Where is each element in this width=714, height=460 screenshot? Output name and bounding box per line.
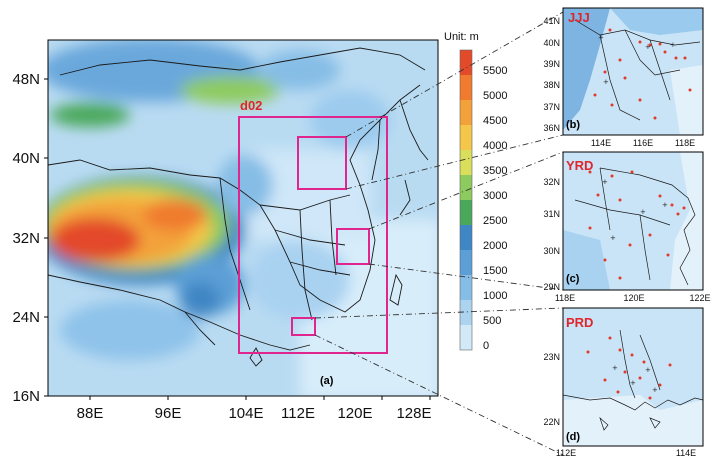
inset-prd: + + + + PRD (d) 23N 22N 112E 114E bbox=[543, 307, 704, 458]
colorbar-swatch bbox=[460, 200, 472, 225]
lat-tick-label: 40N bbox=[12, 150, 40, 167]
lat-tick-label: 48N bbox=[12, 71, 40, 88]
colorbar-tick-label: 0 bbox=[483, 340, 489, 352]
inset-yrd-region-label: YRD bbox=[566, 158, 593, 173]
lat-tick-label: 32N bbox=[12, 230, 40, 247]
svg-text:+: + bbox=[652, 386, 658, 394]
inset-yrd-lat-tick: 29N bbox=[543, 282, 560, 292]
svg-text:+: + bbox=[602, 178, 608, 186]
colorbar-tick-label: 5500 bbox=[483, 65, 507, 77]
domain-d02-box bbox=[238, 116, 388, 354]
inset-jjj-lat-tick: 40N bbox=[543, 38, 560, 48]
svg-text:+: + bbox=[670, 41, 676, 49]
inset-yrd-lon-tick: 118E bbox=[555, 293, 575, 303]
svg-text:+: + bbox=[662, 201, 668, 209]
inset-jjj-lat-tick: 37N bbox=[543, 102, 560, 112]
inset-yrd-lat-tick: 30N bbox=[543, 246, 560, 256]
svg-text:+: + bbox=[645, 366, 651, 374]
lon-tick-label: 120E bbox=[337, 405, 372, 422]
colorbar-tick-label: 4000 bbox=[483, 140, 507, 152]
colorbar-tick-label: 500 bbox=[483, 315, 501, 327]
colorbar-tick-label: 5000 bbox=[483, 90, 507, 102]
inset-prd-lon-tick: 114E bbox=[676, 448, 696, 458]
inset-yrd-lon-tick: 122E bbox=[689, 293, 710, 303]
svg-text:+: + bbox=[612, 364, 618, 372]
inset-yrd-panel-label: (c) bbox=[566, 273, 580, 285]
colorbar-tick-label: 4500 bbox=[483, 115, 507, 127]
prd-box bbox=[291, 317, 316, 336]
lon-tick-label: 128E bbox=[396, 405, 431, 422]
colorbar-swatch bbox=[460, 150, 472, 175]
panel-label-a: (a) bbox=[320, 375, 334, 387]
colorbar-tick-label: 1500 bbox=[483, 265, 507, 277]
inset-prd-panel-label: (d) bbox=[566, 431, 580, 443]
colorbar-tick-label: 3000 bbox=[483, 190, 507, 202]
colorbar-labels: 5500500045004000350030002500200015001000… bbox=[483, 65, 507, 352]
lat-axis: 48N 40N 32N 24N 16N bbox=[12, 71, 48, 405]
colorbar-swatch bbox=[460, 300, 472, 325]
border-lines bbox=[48, 47, 429, 367]
inset-yrd-lon-tick: 120E bbox=[623, 293, 644, 303]
colorbar-tick-label: 2000 bbox=[483, 240, 507, 252]
colorbar-swatch bbox=[460, 250, 472, 275]
lat-tick-label: 16N bbox=[12, 388, 40, 405]
inset-jjj-lon-tick: 116E bbox=[633, 138, 653, 148]
colorbar-swatch bbox=[460, 50, 472, 75]
jjj-box bbox=[297, 136, 347, 190]
inset-jjj-lat-tick: 36N bbox=[543, 123, 560, 133]
lon-tick-label: 104E bbox=[228, 405, 263, 422]
inset-yrd-lat-tick: 31N bbox=[543, 209, 560, 219]
colorbar-tick-label: 1000 bbox=[483, 290, 507, 302]
main-map-frame bbox=[47, 39, 439, 397]
svg-text:+: + bbox=[630, 379, 636, 387]
lon-tick-label: 88E bbox=[77, 405, 104, 422]
colorbar-swatch bbox=[460, 225, 472, 250]
colorbar-tick-label: 2500 bbox=[483, 215, 507, 227]
inset-yrd-lat-tick: 32N bbox=[543, 177, 560, 187]
colorbar-swatch bbox=[460, 100, 472, 125]
svg-text:+: + bbox=[640, 208, 646, 216]
yrd-box bbox=[336, 228, 370, 265]
inset-jjj-region-label: JJJ bbox=[568, 10, 590, 25]
lon-tick-label: 112E bbox=[281, 405, 315, 422]
svg-text:+: + bbox=[603, 78, 609, 86]
colorbar-tick-label: 3500 bbox=[483, 165, 507, 177]
inset-jjj-lon-tick: 118E bbox=[675, 138, 695, 148]
colorbar: Unit: m 55005000450040003500300025002000… bbox=[444, 31, 507, 352]
inset-jjj-lon-tick: 114E bbox=[591, 138, 611, 148]
lon-tick-label: 96E bbox=[155, 405, 182, 422]
colorbar-swatches bbox=[459, 49, 473, 351]
colorbar-frame bbox=[459, 49, 473, 351]
inset-prd-lon-tick: 112E bbox=[556, 448, 576, 458]
colorbar-unit-label: Unit: m bbox=[444, 31, 479, 43]
inset-jjj: + + + + JJJ (b) 41N 40N 39N 38N 37N 36N 114… bbox=[543, 7, 704, 148]
lon-axis: 88E 96E 104E 112E 120E 128E bbox=[77, 396, 432, 422]
svg-text:+: + bbox=[598, 34, 604, 42]
inset-jjj-lat-tick: 38N bbox=[543, 80, 560, 90]
colorbar-swatch bbox=[460, 175, 472, 200]
inset-yrd-frame bbox=[562, 151, 704, 291]
inset-prd-lat-tick: 22N bbox=[543, 417, 560, 427]
domain-d02-label: d02 bbox=[240, 98, 262, 113]
inset-jjj-panel-label: (b) bbox=[566, 119, 580, 131]
inset-prd-lat-tick: 23N bbox=[543, 352, 560, 362]
svg-text:+: + bbox=[645, 43, 651, 51]
colorbar-swatch bbox=[460, 325, 472, 350]
svg-text:+: + bbox=[610, 234, 616, 242]
colorbar-swatch bbox=[460, 125, 472, 150]
colorbar-swatch bbox=[460, 275, 472, 300]
connector-lines bbox=[314, 11, 564, 456]
inset-prd-frame bbox=[562, 307, 704, 447]
inset-jjj-lat-tick: 41N bbox=[543, 16, 560, 26]
inset-jjj-lat-tick: 39N bbox=[543, 59, 560, 69]
inset-yrd: + + + + YRD (c) 32N 31N 30N 29N 118E 120E 1… bbox=[543, 151, 711, 303]
colorbar-swatch bbox=[460, 75, 472, 100]
terrain-field bbox=[48, 40, 438, 396]
inset-jjj-frame bbox=[562, 7, 704, 136]
inset-prd-region-label: PRD bbox=[566, 315, 593, 330]
lat-tick-label: 24N bbox=[12, 309, 40, 326]
main-map: 48N 40N 32N 24N 16N 88E 96E 104E 112E 12… bbox=[12, 39, 439, 422]
